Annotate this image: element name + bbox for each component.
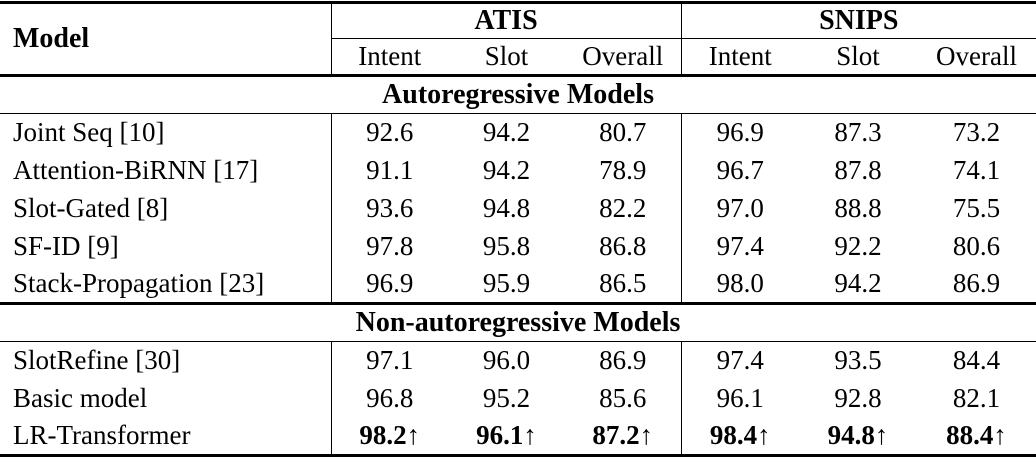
- column-group-atis: ATIS: [331, 2, 682, 39]
- model-name: Joint Seq [10]: [0, 113, 332, 152]
- column-header-snips-overall: Overall: [917, 38, 1036, 77]
- metric-snips-intent: 98.0: [716, 267, 764, 298]
- up-arrow-icon: ↑: [874, 419, 889, 450]
- column-header-model: Model: [0, 2, 332, 77]
- table-row-joint-seq: Joint Seq [10] 92.6 94.2 80.7 96.9 87.3 …: [0, 113, 1036, 152]
- metric-atis-intent: 91.1: [366, 154, 414, 185]
- metric-snips-overall: 73.2: [952, 116, 1001, 147]
- table-row-basic-model: Basic model 96.8 95.2 85.6 96.1 92.8 82.…: [0, 379, 1036, 418]
- metric-snips-intent: 96.7: [716, 154, 764, 185]
- metric-atis-intent: 96.8: [366, 382, 414, 413]
- column-header-snips-slot: Slot: [799, 38, 918, 77]
- metric-snips-slot: 87.3: [834, 116, 882, 147]
- metric-atis-slot: 94.2: [482, 116, 531, 147]
- header-group-row: Model ATIS SNIPS: [0, 2, 1036, 77]
- model-name: SlotRefine [30]: [0, 341, 332, 380]
- results-table: Model ATIS SNIPS Intent Slot Overall Int…: [0, 1, 1036, 457]
- metric-atis-overall: 86.5: [565, 265, 682, 304]
- metric-snips-slot: 92.8: [834, 382, 882, 413]
- metric-atis-intent: 97.8: [366, 230, 414, 261]
- table-row-slotrefine: SlotRefine [30] 97.1 96.0 86.9 97.4 93.5…: [0, 341, 1036, 380]
- metric-snips-intent: 98.4↑: [681, 418, 799, 456]
- metric-snips-slot: 87.8: [834, 154, 882, 185]
- table-row-slot-gated: Slot-Gated [8] 93.6 94.8 82.2 97.0 88.8 …: [0, 189, 1036, 228]
- metric-atis-slot: 96.0: [482, 344, 531, 375]
- column-header-snips-intent: Intent: [681, 38, 800, 77]
- model-name: Basic model: [0, 379, 332, 418]
- metric-snips-slot: 94.8↑: [799, 418, 917, 456]
- model-name: Attention-BiRNN [17]: [0, 151, 332, 190]
- metric-snips-overall: 80.6: [952, 230, 1001, 261]
- metric-snips-overall: 74.1: [952, 154, 1001, 185]
- metric-snips-slot: 93.5: [834, 344, 882, 375]
- metric-atis-overall: 85.6: [565, 379, 682, 418]
- metric-value: 87.2: [592, 419, 640, 450]
- metric-atis-overall: 80.7: [565, 113, 682, 152]
- metric-atis-intent: 96.9: [366, 267, 414, 298]
- metric-value: 94.8: [827, 419, 875, 450]
- metric-value: 98.2: [359, 419, 407, 450]
- up-arrow-icon: ↑: [993, 419, 1007, 450]
- metric-snips-slot: 88.8: [834, 192, 882, 223]
- metric-snips-slot: 94.2: [834, 267, 882, 298]
- metric-atis-overall: 78.9: [565, 151, 682, 190]
- column-group-snips: SNIPS: [681, 2, 1036, 39]
- metric-atis-intent: 97.1: [366, 344, 414, 375]
- section-header-non-autoregressive: Non-autoregressive Models: [0, 302, 1036, 342]
- metric-value: 88.4: [946, 419, 994, 450]
- metric-snips-slot: 92.2: [834, 230, 882, 261]
- metric-atis-overall: 86.8: [565, 227, 682, 266]
- model-name: Stack-Propagation [23]: [0, 265, 332, 304]
- metric-atis-slot: 95.8: [482, 230, 531, 261]
- metric-atis-overall: 82.2: [565, 189, 682, 228]
- model-name: SF-ID [9]: [0, 227, 332, 266]
- column-header-atis-intent: Intent: [331, 38, 448, 77]
- model-name: Slot-Gated [8]: [0, 189, 332, 228]
- table-row-stack-propagation: Stack-Propagation [23] 96.9 95.9 86.5 98…: [0, 265, 1036, 304]
- metric-snips-intent: 96.1: [716, 382, 764, 413]
- metric-snips-intent: 97.4: [716, 230, 764, 261]
- section-title: Autoregressive Models: [0, 75, 1036, 114]
- section-header-autoregressive: Autoregressive Models: [0, 75, 1036, 114]
- up-arrow-icon: ↑: [639, 419, 654, 450]
- metric-atis-intent: 93.6: [366, 192, 414, 223]
- metric-atis-overall: 86.9: [565, 341, 682, 380]
- table-row-attention-birnn: Attention-BiRNN [17] 91.1 94.2 78.9 96.7…: [0, 151, 1036, 190]
- metric-atis-slot: 95.2: [482, 382, 531, 413]
- metric-value: 96.1: [476, 419, 524, 450]
- up-arrow-icon: ↑: [757, 419, 771, 450]
- metric-atis-slot: 96.1↑: [448, 418, 565, 456]
- metric-snips-overall: 84.4: [952, 344, 1001, 375]
- metric-snips-overall: 86.9: [952, 267, 1001, 298]
- metric-snips-intent: 97.0: [716, 192, 764, 223]
- header-subcolumn-row: Intent Slot Overall Intent Slot Overall: [0, 38, 1036, 77]
- metric-atis-overall: 87.2↑: [565, 417, 682, 456]
- metric-snips-intent: 96.9: [716, 116, 764, 147]
- column-header-atis-slot: Slot: [448, 38, 565, 77]
- metric-snips-overall: 75.5: [952, 192, 1001, 223]
- up-arrow-icon: ↑: [406, 419, 421, 450]
- metric-snips-overall: 82.1: [952, 382, 1001, 413]
- metric-atis-slot: 94.2: [482, 154, 531, 185]
- section-title: Non-autoregressive Models: [0, 302, 1036, 342]
- table-row-lr-transformer: LR-Transformer 98.2↑ 96.1↑ 87.2↑ 98.4↑ 9…: [0, 417, 1036, 456]
- column-header-atis-overall: Overall: [565, 38, 682, 77]
- up-arrow-icon: ↑: [523, 419, 537, 450]
- metric-atis-intent: 98.2↑: [331, 418, 448, 456]
- metric-snips-intent: 97.4: [716, 344, 764, 375]
- model-name: LR-Transformer: [0, 417, 332, 456]
- metric-value: 98.4: [709, 419, 758, 450]
- metric-atis-slot: 94.8: [482, 192, 531, 223]
- table-row-sf-id: SF-ID [9] 97.8 95.8 86.8 97.4 92.2 80.6: [0, 227, 1036, 266]
- metric-atis-intent: 92.6: [366, 116, 414, 147]
- metric-atis-slot: 95.9: [482, 267, 531, 298]
- metric-snips-overall: 88.4↑: [917, 418, 1036, 456]
